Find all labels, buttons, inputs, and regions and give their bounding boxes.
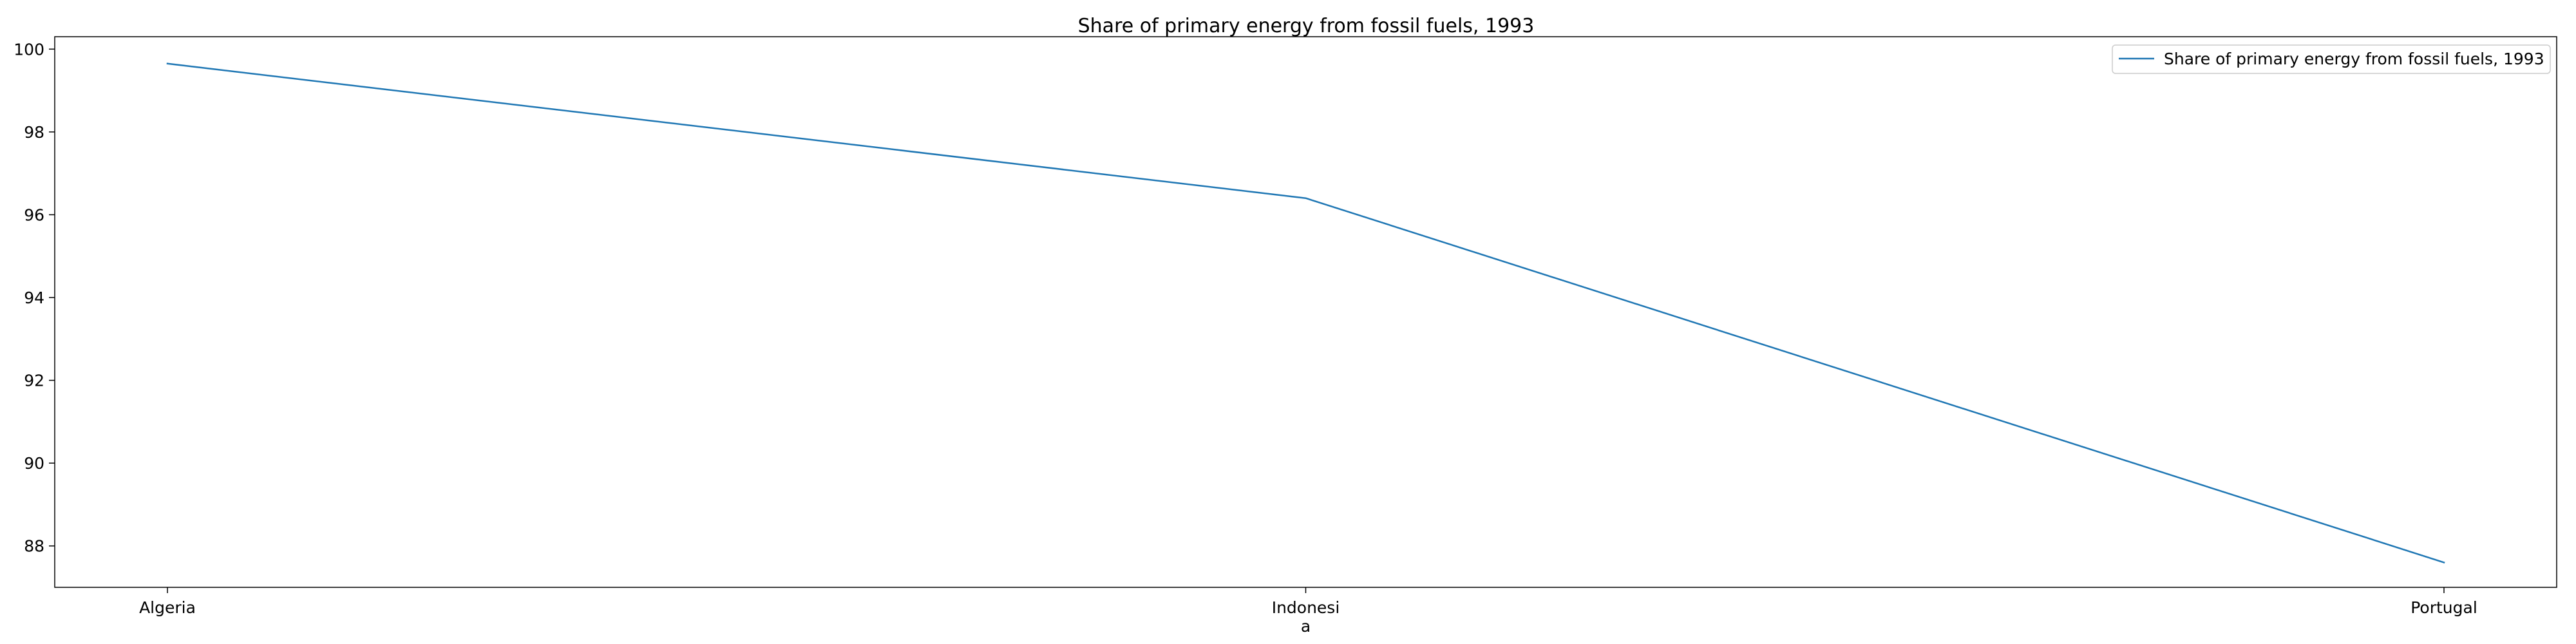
x-tick-label: Portugal	[2410, 598, 2477, 617]
y-tick-label: 96	[24, 205, 44, 224]
legend-box	[2112, 44, 2551, 74]
series-layer	[166, 62, 2445, 564]
chart-title: Share of primary energy from fossil fuel…	[1078, 15, 1535, 37]
series-line	[166, 62, 2445, 564]
legend: Share of primary energy from fossil fuel…	[2112, 44, 2551, 74]
x-tick-label: Algeria	[139, 598, 196, 617]
x-tick-label: a	[1301, 617, 1311, 636]
x-tick-label: Indonesi	[1272, 598, 1340, 617]
y-tick-label: 94	[24, 289, 44, 307]
y-tick-label: 90	[24, 454, 44, 473]
y-tick-label: 98	[24, 123, 44, 142]
y-tick-label: 100	[14, 40, 44, 59]
plot-frame	[54, 36, 2557, 588]
y-tick-label: 88	[24, 537, 44, 556]
y-axis: 88 90 92 94 96 98 100	[14, 40, 55, 556]
y-tick-label: 92	[24, 372, 44, 390]
legend-label: Share of primary energy from fossil fuel…	[2164, 50, 2544, 68]
